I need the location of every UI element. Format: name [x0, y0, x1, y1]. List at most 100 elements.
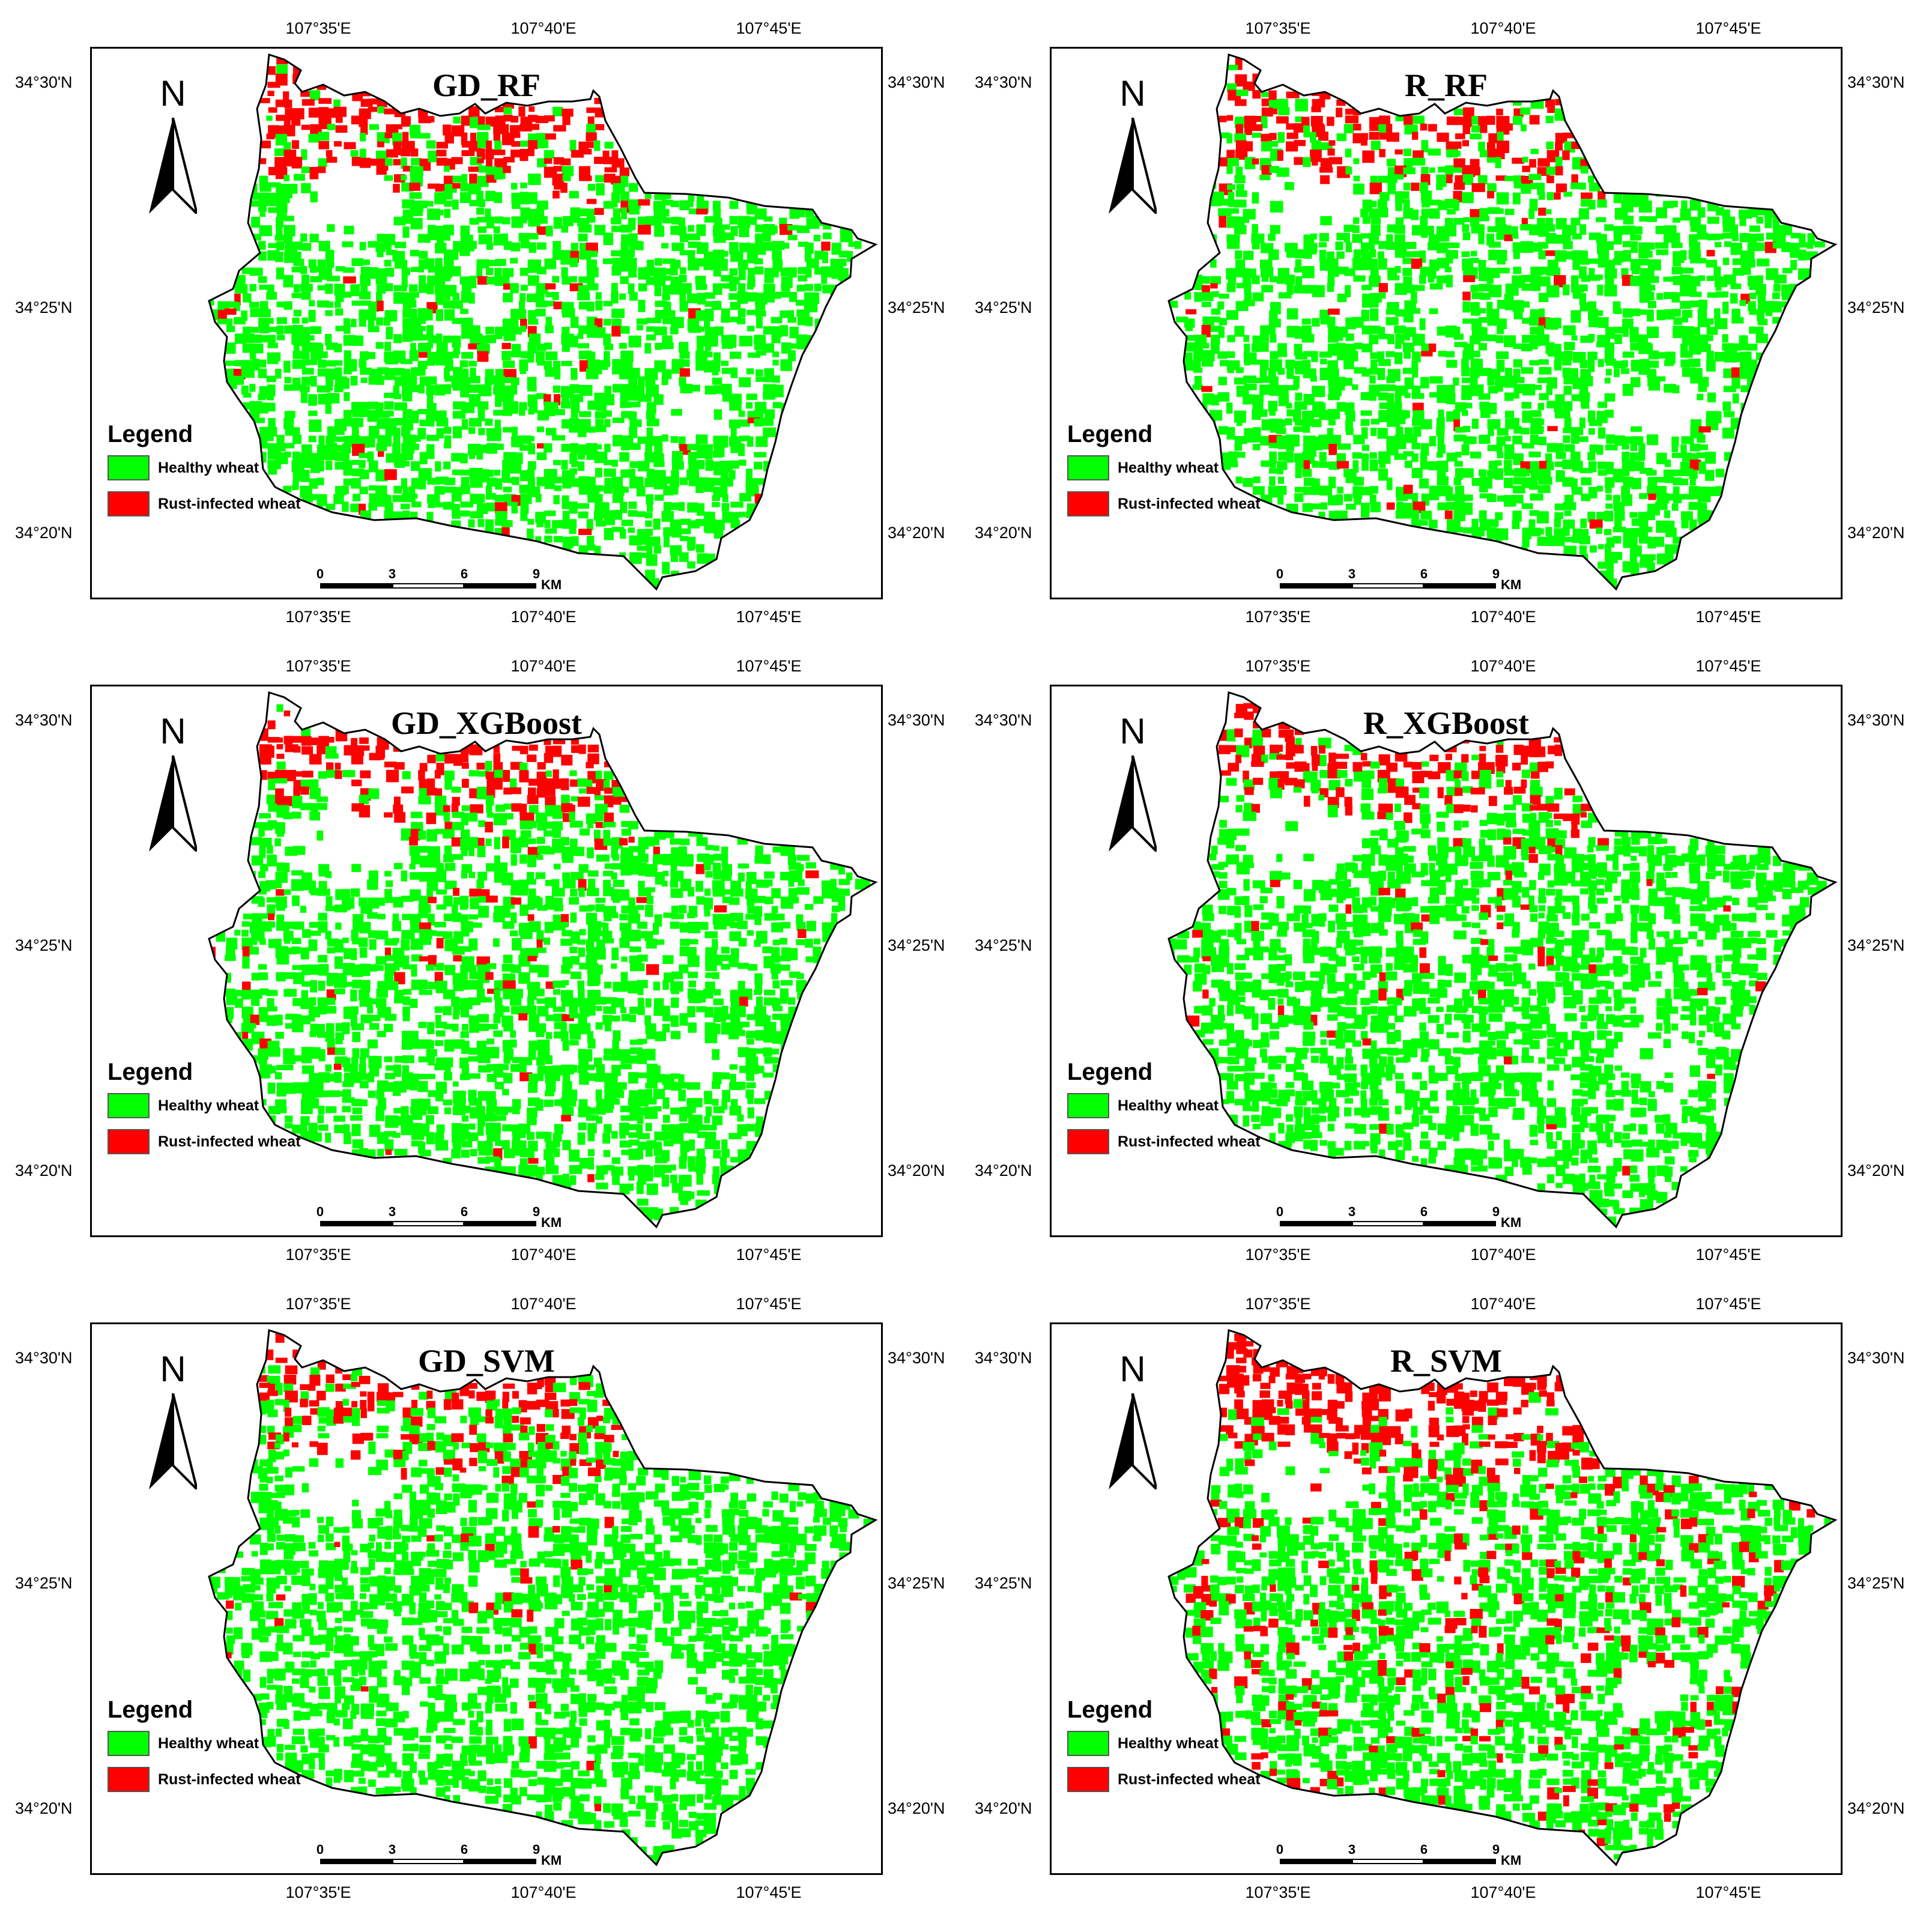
healthy-wheat-patch	[1513, 309, 1523, 320]
healthy-wheat-patch	[274, 778, 288, 784]
rust-wheat-patch	[1252, 158, 1259, 165]
healthy-wheat-patch	[428, 234, 438, 240]
rust-wheat-patch	[275, 737, 283, 743]
healthy-wheat-patch	[728, 955, 739, 968]
healthy-wheat-patch	[301, 444, 312, 453]
healthy-wheat-patch	[1445, 250, 1458, 259]
healthy-wheat-patch	[1764, 301, 1775, 313]
healthy-wheat-patch	[569, 1040, 579, 1046]
healthy-wheat-patch	[283, 360, 291, 373]
healthy-wheat-patch	[1730, 343, 1741, 351]
healthy-wheat-patch	[1253, 377, 1262, 384]
healthy-wheat-patch	[653, 981, 661, 991]
healthy-wheat-patch	[1444, 258, 1453, 264]
healthy-wheat-patch	[1411, 209, 1419, 220]
healthy-wheat-patch	[570, 1065, 578, 1073]
healthy-wheat-patch	[1513, 267, 1522, 274]
healthy-wheat-patch	[1395, 334, 1405, 344]
healthy-wheat-patch	[301, 243, 312, 251]
healthy-wheat-patch	[562, 308, 575, 318]
healthy-wheat-patch	[569, 527, 577, 535]
healthy-wheat-patch	[1722, 428, 1734, 439]
rust-wheat-patch	[258, 98, 270, 103]
healthy-wheat-patch	[266, 795, 276, 804]
healthy-wheat-patch	[745, 478, 758, 487]
latitude-label: 34°30'N	[888, 73, 945, 91]
healthy-wheat-patch	[300, 803, 312, 810]
healthy-wheat-patch	[697, 830, 703, 839]
healthy-wheat-patch	[478, 165, 486, 173]
rust-wheat-patch	[418, 117, 431, 124]
legend-swatch	[108, 455, 150, 480]
healthy-wheat-patch	[611, 283, 618, 295]
healthy-wheat-patch	[713, 266, 721, 277]
healthy-wheat-patch	[251, 216, 260, 228]
healthy-wheat-patch	[1790, 259, 1797, 270]
healthy-wheat-patch	[1681, 518, 1689, 528]
rust-wheat-patch	[401, 116, 411, 127]
healthy-wheat-patch	[359, 402, 371, 410]
healthy-wheat-patch	[704, 216, 717, 223]
healthy-wheat-patch	[545, 821, 554, 829]
healthy-wheat-patch	[267, 845, 273, 854]
longitude-label: 107°40'E	[1470, 19, 1536, 37]
healthy-wheat-patch	[1345, 411, 1355, 422]
healthy-wheat-patch	[662, 310, 676, 317]
healthy-wheat-patch	[653, 545, 661, 554]
rust-wheat-patch	[351, 737, 358, 746]
healthy-wheat-patch	[1680, 478, 1689, 485]
healthy-wheat-patch	[417, 913, 428, 918]
district-boundary	[208, 53, 878, 591]
healthy-wheat-patch	[1663, 292, 1677, 300]
healthy-wheat-patch	[461, 352, 473, 359]
healthy-wheat-patch	[494, 906, 506, 913]
healthy-wheat-patch	[1488, 241, 1501, 248]
healthy-wheat-patch	[1286, 368, 1294, 379]
healthy-wheat-patch	[1724, 411, 1735, 417]
rust-wheat-patch	[393, 804, 404, 814]
healthy-wheat-patch	[1470, 301, 1480, 311]
healthy-wheat-patch	[334, 344, 342, 353]
healthy-wheat-patch	[1202, 360, 1214, 367]
healthy-wheat-patch	[754, 266, 764, 275]
rust-wheat-patch	[453, 955, 462, 962]
healthy-wheat-patch	[417, 308, 429, 321]
healthy-wheat-patch	[477, 140, 486, 148]
healthy-wheat-patch	[1378, 359, 1391, 366]
healthy-wheat-patch	[435, 333, 443, 344]
healthy-wheat-patch	[595, 922, 605, 928]
healthy-wheat-patch	[1545, 209, 1552, 214]
healthy-wheat-patch	[561, 444, 572, 452]
rust-wheat-patch	[679, 368, 690, 377]
healthy-wheat-patch	[553, 980, 566, 988]
healthy-wheat-patch	[1276, 98, 1288, 108]
healthy-wheat-patch	[376, 292, 383, 303]
healthy-wheat-patch	[1234, 175, 1246, 184]
healthy-wheat-patch	[426, 285, 434, 294]
rust-wheat-patch	[1268, 109, 1278, 115]
healthy-wheat-patch	[344, 225, 354, 235]
healthy-wheat-patch	[1369, 249, 1376, 258]
healthy-wheat-patch	[486, 1023, 498, 1029]
healthy-wheat-patch	[1570, 310, 1581, 323]
healthy-wheat-patch	[1530, 276, 1541, 286]
healthy-wheat-patch	[1335, 241, 1343, 250]
healthy-wheat-patch	[276, 64, 288, 75]
healthy-wheat-patch	[1479, 317, 1488, 323]
healthy-wheat-patch	[754, 914, 762, 925]
healthy-wheat-patch	[611, 459, 618, 467]
healthy-wheat-patch	[704, 904, 710, 916]
healthy-wheat-patch	[571, 368, 578, 380]
healthy-wheat-patch	[1689, 216, 1701, 226]
healthy-wheat-patch	[603, 1006, 616, 1014]
healthy-wheat-patch	[443, 351, 453, 362]
healthy-wheat-patch	[393, 334, 402, 344]
healthy-wheat-patch	[418, 1056, 429, 1062]
healthy-wheat-patch	[326, 435, 335, 444]
healthy-wheat-patch	[638, 300, 646, 312]
healthy-wheat-patch	[1731, 309, 1740, 319]
healthy-wheat-patch	[1495, 157, 1501, 168]
healthy-wheat-patch	[1622, 436, 1633, 444]
healthy-wheat-patch	[1286, 251, 1298, 258]
healthy-wheat-patch	[1706, 259, 1718, 268]
